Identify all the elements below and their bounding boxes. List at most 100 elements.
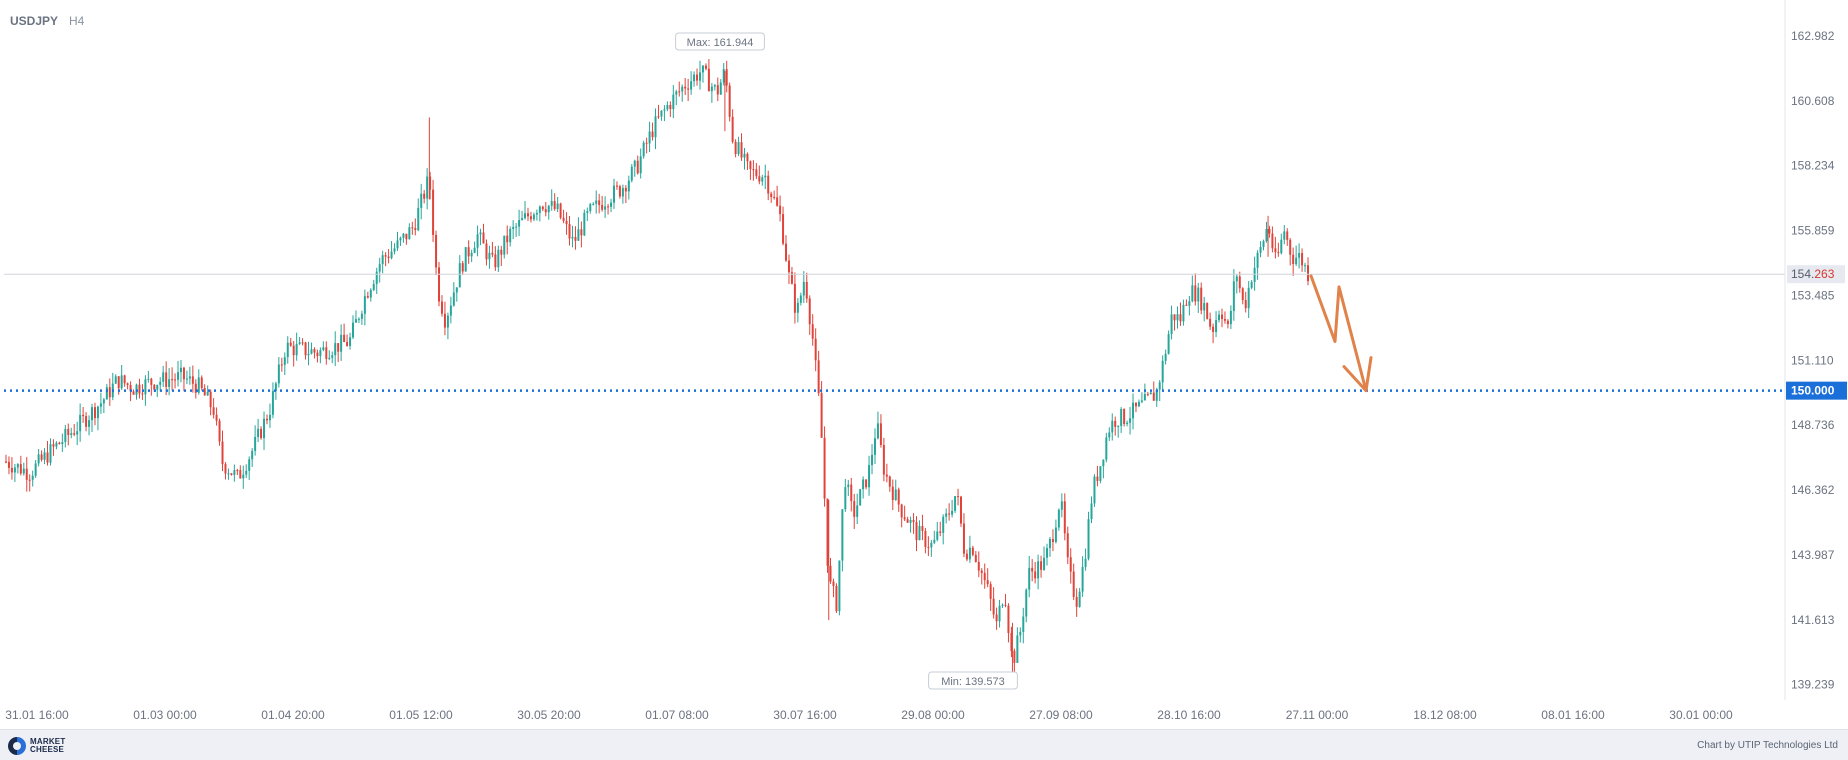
- candle-body: [793, 283, 796, 313]
- candle-body: [568, 224, 571, 239]
- candle-body: [574, 236, 577, 241]
- candle-body: [900, 504, 903, 518]
- candle-body: [435, 234, 438, 268]
- x-tick-label: 01.04 20:00: [261, 708, 325, 722]
- candle-body: [1120, 409, 1123, 426]
- candle-body: [1013, 650, 1016, 663]
- candle-body: [894, 489, 897, 501]
- candle-body: [959, 496, 962, 524]
- candle-body: [215, 414, 218, 421]
- candle-body: [897, 489, 900, 505]
- candle-body: [159, 381, 162, 385]
- candle-body: [1176, 314, 1179, 321]
- candle-body: [52, 444, 55, 447]
- candle-body: [927, 547, 930, 549]
- candle-body: [1203, 303, 1206, 311]
- candle-body: [461, 263, 464, 272]
- candle-body: [930, 542, 933, 548]
- candle-body: [995, 614, 998, 622]
- candle-body: [595, 200, 598, 204]
- candle-body: [224, 464, 227, 474]
- candle-body: [802, 281, 805, 296]
- candle-body: [787, 260, 790, 273]
- candle-body: [452, 292, 455, 306]
- candle-body: [5, 461, 7, 463]
- candle-body: [473, 247, 476, 253]
- candle-body: [1087, 519, 1090, 559]
- candle-body: [174, 379, 177, 381]
- candle-body: [512, 227, 515, 229]
- y-tick-label: 160.608: [1791, 94, 1835, 108]
- candle-body: [1304, 265, 1307, 267]
- candle-body: [645, 142, 648, 144]
- candle-body: [580, 229, 583, 236]
- candle-body: [559, 203, 562, 218]
- candle-body: [25, 468, 28, 480]
- candle-body: [91, 407, 94, 421]
- candle-body: [1140, 400, 1143, 402]
- candle-body: [1149, 392, 1152, 395]
- candle-body: [642, 142, 645, 157]
- candle-body: [541, 206, 544, 210]
- candle-body: [909, 520, 912, 523]
- candle-body: [1066, 533, 1069, 558]
- candle-body: [399, 237, 402, 241]
- candle-body: [1081, 566, 1084, 592]
- max-label: Max: 161.944: [687, 37, 754, 49]
- candle-body: [22, 468, 25, 474]
- target-level-badge: [1786, 381, 1847, 400]
- chart-credit: Chart by UTIP Technologies Ltd: [1697, 740, 1838, 751]
- candle-body: [1051, 539, 1054, 543]
- candle-body: [562, 217, 565, 221]
- candle-body: [218, 420, 221, 442]
- candle-body: [1155, 389, 1158, 401]
- candle-body: [954, 496, 957, 511]
- candle-body: [767, 175, 770, 194]
- candle-body: [467, 247, 470, 257]
- candle-body: [707, 68, 710, 92]
- candle-body: [696, 74, 699, 81]
- candle-body: [521, 218, 524, 221]
- candle-body: [1262, 241, 1265, 247]
- candle-body: [1123, 409, 1126, 424]
- candle-body: [171, 379, 174, 381]
- candle-body: [817, 360, 820, 394]
- candle-body: [1164, 353, 1167, 361]
- candle-body: [114, 376, 117, 384]
- min-label-box: [928, 671, 1018, 690]
- candle-body: [526, 213, 529, 217]
- market-cheese-logo[interactable]: MARKET CHEESE: [8, 737, 90, 755]
- candle-body: [888, 476, 891, 487]
- candle-body: [948, 513, 951, 515]
- candle-body: [497, 249, 500, 268]
- x-tick-label: 27.11 00:00: [1286, 708, 1349, 722]
- candle-body: [194, 383, 197, 393]
- candle-body: [1096, 476, 1099, 481]
- candle-body: [627, 180, 630, 192]
- candle-body: [1209, 318, 1212, 327]
- candle-body: [1161, 360, 1164, 383]
- candle-body: [1274, 248, 1277, 253]
- y-tick-label: 148.736: [1791, 418, 1835, 432]
- candle-body: [185, 378, 188, 380]
- candle-body: [206, 391, 209, 396]
- candle-body: [1084, 558, 1087, 567]
- candle-body: [387, 256, 390, 259]
- candle-body: [1108, 432, 1111, 438]
- chart-canvas[interactable]: 154.263 150.000 Max: 161.944 Min: 139.573 1…: [0, 0, 1848, 729]
- candle-body: [737, 142, 740, 154]
- candle-body: [1031, 567, 1034, 572]
- candle-body: [912, 520, 915, 523]
- candle-body: [168, 379, 171, 387]
- candle-body: [785, 243, 788, 261]
- candle-body: [1016, 635, 1019, 663]
- candle-body: [455, 287, 458, 293]
- candle-body: [458, 263, 461, 288]
- candle-body: [257, 428, 260, 438]
- symbol-label: USDJPY: [10, 14, 58, 28]
- candle-body: [992, 598, 995, 615]
- candle-body: [684, 86, 687, 89]
- target-level-label: 150.000: [1791, 384, 1835, 398]
- candle-body: [182, 367, 185, 380]
